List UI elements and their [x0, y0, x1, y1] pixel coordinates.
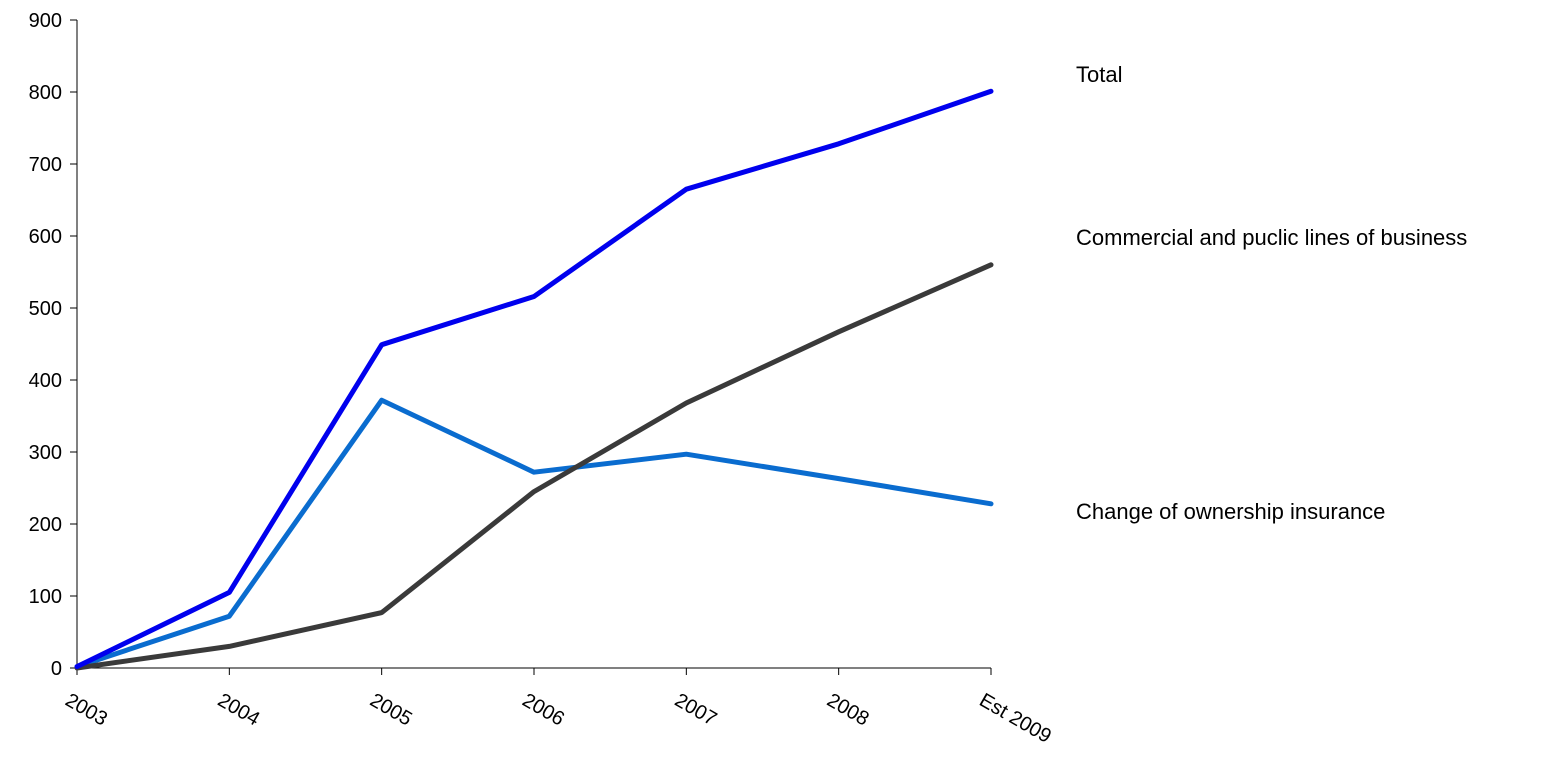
- x-tick-label: Est 2009: [976, 689, 1055, 748]
- y-tick-label: 100: [29, 586, 62, 608]
- y-tick-label: 600: [29, 226, 62, 248]
- x-tick-label: 2003: [62, 689, 112, 730]
- series-label-0: Total: [1076, 62, 1122, 87]
- x-tick-label: 2005: [366, 689, 416, 730]
- x-tick-label: 2008: [823, 689, 873, 730]
- series-line-1: [74, 262, 994, 671]
- y-tick-label: 700: [29, 154, 62, 176]
- series-label-1: Commercial and puclic lines of business: [1076, 225, 1467, 250]
- x-axis: 2003 2004 2005 2006 2007 2008 Est 2009: [62, 667, 1055, 748]
- y-tick-label: 900: [29, 10, 62, 32]
- y-tick-label: 0: [51, 658, 62, 680]
- y-axis: 0 100 200 300 400 500 600 700 800 900: [29, 10, 78, 680]
- y-tick-label: 400: [29, 370, 62, 392]
- series-lines: [74, 88, 994, 671]
- series-label-2: Change of ownership insurance: [1076, 499, 1385, 524]
- series-line-0: [74, 88, 994, 670]
- series-line-2: [74, 397, 994, 670]
- y-tick-label: 200: [29, 514, 62, 536]
- x-tick-label: 2006: [519, 689, 569, 730]
- y-tick-label: 500: [29, 298, 62, 320]
- y-tick-label: 800: [29, 82, 62, 104]
- series-labels: Total Commercial and puclic lines of busi…: [1076, 62, 1467, 524]
- y-tick-label: 300: [29, 442, 62, 464]
- x-tick-label: 2004: [214, 689, 264, 730]
- x-tick-label: 2007: [671, 689, 721, 730]
